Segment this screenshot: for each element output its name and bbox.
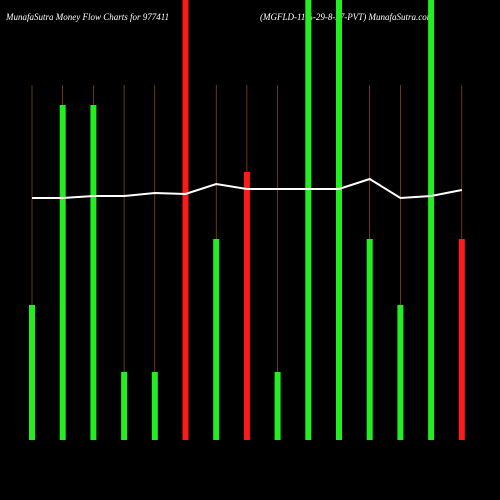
bar: [274, 372, 281, 440]
chart-title: MunafaSutra Money Flow Charts for 977411: [5, 12, 169, 22]
bar: [121, 372, 128, 440]
money-flow-line: [32, 177, 462, 200]
bar: [182, 0, 189, 440]
bar: [397, 305, 404, 440]
bar: [243, 172, 250, 440]
bar: [366, 239, 373, 440]
bar: [458, 239, 465, 440]
bar: [213, 239, 220, 440]
bar: [59, 105, 66, 440]
bar: [428, 0, 435, 440]
bar: [90, 105, 97, 440]
bar: [29, 305, 35, 440]
bar: [336, 0, 342, 440]
bar: [151, 372, 158, 440]
bar: [305, 0, 312, 440]
chart-subtitle: (MGFLD-11%-29-8-27-PVT) MunafaSutra.com: [260, 12, 434, 22]
